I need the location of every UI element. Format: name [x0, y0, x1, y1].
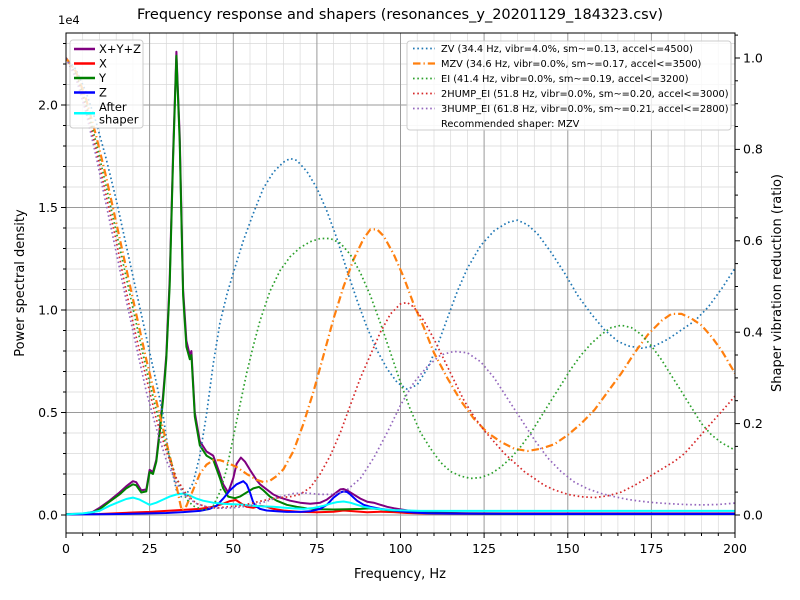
y-right-tick-label: 0.4 [743, 325, 763, 340]
legend-recommended-shaper: Recommended shaper: MZV [441, 119, 580, 130]
chart-title: Frequency response and shapers (resonanc… [137, 7, 663, 23]
y-right-tick-label: 0.6 [743, 233, 763, 248]
y-right-axis-label: Shaper vibration reduction (ratio) [770, 174, 785, 392]
legend-label-ei: EI (41.4 Hz, vibr=0.0%, sm~=0.19, accel<… [441, 74, 689, 85]
x-tick-label: 50 [225, 541, 241, 556]
legend-shapers: ZV (34.4 Hz, vibr=4.0%, sm~=0.13, accel<… [406, 40, 732, 131]
series-2hump_ei [66, 57, 735, 509]
legend-label-psd_y: Y [98, 71, 107, 85]
y-left-axis-label: Power spectral density [13, 209, 28, 357]
legend-label-psd_z: Z [99, 86, 107, 100]
y-right-tick-label: 0.2 [743, 416, 763, 431]
series-psd_z [66, 480, 735, 516]
y-axis-offset-label: 1e4 [58, 13, 80, 27]
legend-label-psd_x: X [99, 57, 107, 71]
y-right-tick-label: 1.0 [743, 50, 763, 65]
axis-tick-labels: 0 25 50 75 100 125 150 175 200 0.0 0.5 1.0 1.5 2.0 0.0… [38, 50, 763, 556]
x-tick-label: 125 [472, 541, 496, 556]
legend-label-zv: ZV (34.4 Hz, vibr=4.0%, sm~=0.13, accel<… [441, 44, 693, 55]
legend-label-psd_xyz: X+Y+Z [99, 42, 141, 56]
y-left-tick-label: 1.5 [38, 200, 58, 215]
x-tick-label: 0 [62, 541, 70, 556]
x-tick-label: 200 [723, 541, 747, 556]
legend-label-2hump_ei: 2HUMP_EI (51.8 Hz, vibr=0.0%, sm~=0.20, … [441, 89, 729, 100]
x-tick-label: 100 [389, 541, 413, 556]
x-axis-label: Frequency, Hz [353, 567, 447, 582]
legend-label-psd_after_shaper: After [99, 100, 127, 114]
legend-label-mzv: MZV (34.6 Hz, vibr=0.0%, sm~=0.17, accel… [441, 59, 701, 70]
legend-label-psd_after_shaper: shaper [99, 112, 139, 126]
y-left-tick-label: 2.0 [38, 97, 58, 112]
y-left-tick-label: 1.0 [38, 302, 58, 317]
x-tick-label: 75 [309, 541, 325, 556]
x-tick-label: 150 [556, 541, 580, 556]
y-left-tick-label: 0.0 [38, 507, 58, 522]
y-right-tick-label: 0.8 [743, 142, 763, 157]
series-3hump_ei [66, 57, 735, 509]
y-right-tick-label: 0.0 [743, 507, 763, 522]
series-psd_xyz [66, 50, 735, 515]
x-tick-label: 25 [142, 541, 158, 556]
x-tick-label: 175 [639, 541, 663, 556]
axis-ticks [61, 34, 740, 538]
series-group [66, 50, 735, 516]
series-psd_after_shaper [66, 492, 735, 516]
y-left-tick-label: 0.5 [38, 405, 58, 420]
legend-label-3hump_ei: 3HUMP_EI (61.8 Hz, vibr=0.0%, sm~=0.21, … [441, 104, 729, 115]
